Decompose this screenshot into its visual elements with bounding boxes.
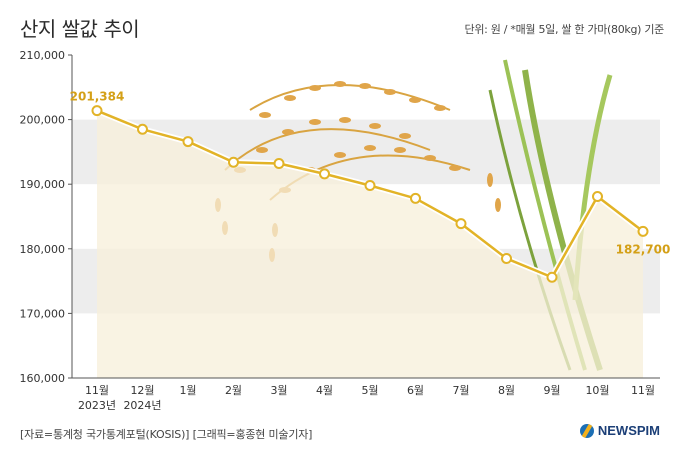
x-tick-sublabel: 2023년	[78, 399, 116, 412]
chart-title: 산지 쌀값 추이	[20, 17, 140, 41]
data-point	[137, 123, 148, 135]
x-tick-label: 2월	[225, 384, 242, 397]
y-tick-label: 170,000	[20, 307, 66, 320]
data-point	[455, 218, 467, 230]
data-point	[273, 158, 285, 170]
x-tick-label: 10월	[585, 384, 609, 397]
x-tick-label: 6월	[407, 384, 424, 397]
x-tick-label: 3월	[270, 384, 287, 397]
data-point	[91, 105, 103, 117]
x-tick-label: 12월	[130, 384, 154, 397]
x-tick-label: 11월	[631, 384, 655, 397]
data-label-first: 201,384	[70, 90, 125, 104]
source-note: [자료=통계청 국가통계포털(KOSIS)] [그래픽=홍종현 미술기자]	[20, 428, 313, 441]
data-label-last: 182,700	[616, 242, 671, 256]
data-point	[410, 192, 421, 204]
y-tick-label: 200,000	[20, 114, 66, 127]
data-point	[319, 168, 330, 180]
series-points	[91, 105, 649, 283]
x-tick-sublabel: 2024년	[123, 399, 161, 412]
x-tick-label: 1월	[179, 384, 196, 397]
data-labels: 201,384 182,700	[70, 90, 671, 257]
newspim-logo: NEWSPIM	[579, 423, 660, 438]
y-tick-label: 180,000	[20, 243, 66, 256]
data-point	[228, 156, 239, 168]
x-tick-label: 7월	[452, 384, 469, 397]
y-tick-label: 210,000	[20, 49, 66, 62]
x-axis-ticks: 11월 2023년 12월 2024년 1월 2월 3월 4월 5월 6월 7월 8월 9월 10월 11월	[78, 384, 655, 412]
x-tick-label: 8월	[498, 384, 515, 397]
y-axis-ticks: 160,000 170,000 180,000 190,000 200,000 210,0…	[20, 49, 660, 385]
data-point	[364, 179, 376, 191]
y-tick-label: 160,000	[20, 372, 66, 385]
area-shape	[97, 110, 643, 378]
unit-note: 단위: 원 / *매월 5일, 쌀 한 가마(80kg) 기준	[464, 23, 665, 36]
data-point	[592, 190, 603, 202]
logo-text: NEWSPIM	[597, 423, 660, 438]
x-tick-label: 4월	[316, 384, 333, 397]
data-point	[182, 136, 194, 148]
area-fill	[97, 110, 643, 378]
y-tick-label: 190,000	[20, 178, 66, 191]
data-point	[637, 225, 649, 237]
x-tick-label: 5월	[361, 384, 378, 397]
data-point	[501, 252, 512, 264]
x-tick-label: 11월	[85, 384, 109, 397]
x-tick-label: 9월	[543, 384, 560, 397]
data-point	[546, 271, 558, 283]
logo-icon	[579, 423, 594, 438]
